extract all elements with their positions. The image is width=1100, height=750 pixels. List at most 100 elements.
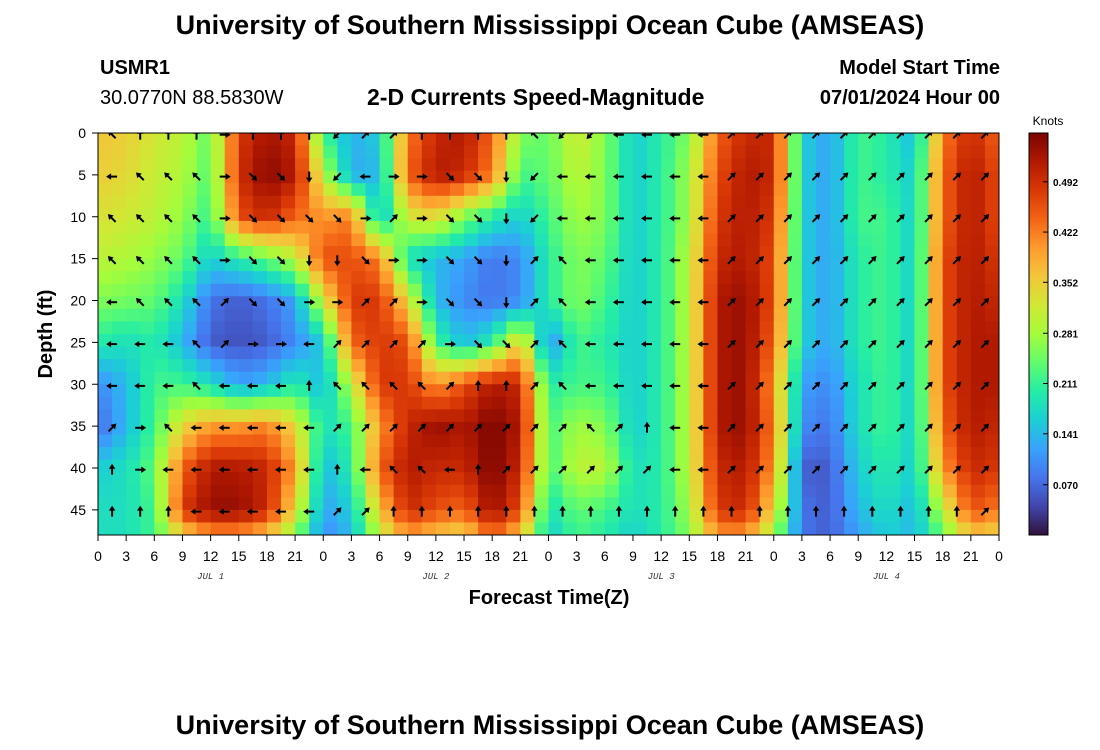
heatmap-cell: [126, 434, 141, 448]
heatmap-cell: [900, 321, 916, 335]
heatmap-cell: [238, 158, 254, 172]
heatmap-cell: [618, 384, 634, 398]
heatmap-cell: [900, 220, 916, 235]
direction-arrow: [641, 299, 652, 306]
heatmap-cell: [984, 384, 999, 398]
heatmap-cell: [464, 409, 479, 423]
heatmap-cell: [872, 384, 887, 398]
heatmap-cell: [773, 308, 789, 323]
heatmap-cell: [858, 233, 873, 247]
heatmap-cell: [98, 497, 113, 511]
heatmap-cell: [281, 220, 296, 235]
heatmap-cell: [281, 283, 296, 297]
heatmap-cell: [309, 371, 324, 385]
heatmap-cell: [478, 183, 493, 197]
heatmap-cell: [661, 371, 676, 385]
heatmap-cell: [295, 158, 310, 172]
heatmap-cell: [745, 421, 761, 436]
heatmap-cell: [196, 434, 212, 448]
heatmap-cell: [914, 233, 930, 247]
heatmap-cell: [182, 271, 198, 285]
heatmap-cell: [914, 195, 930, 209]
heatmap-cell: [182, 484, 198, 498]
heatmap-cell: [506, 321, 521, 335]
direction-arrow: [304, 214, 314, 223]
heatmap-cell: [590, 321, 606, 335]
heatmap-cell: [717, 208, 733, 222]
heatmap-cell: [815, 271, 831, 285]
heatmap-cell: [801, 509, 817, 524]
heatmap-cell: [520, 158, 536, 172]
heatmap-cell: [365, 459, 381, 473]
heatmap-cell: [858, 308, 873, 323]
heatmap-cell: [224, 195, 240, 209]
heatmap-cell: [295, 133, 310, 147]
heatmap-cell: [801, 421, 817, 436]
heatmap-cell: [309, 472, 324, 486]
heatmap-cell: [309, 133, 324, 147]
heatmap-cell: [140, 359, 155, 373]
direction-arrow: [106, 173, 118, 180]
direction-arrow: [755, 381, 764, 391]
heatmap-cell: [576, 233, 592, 247]
direction-arrow: [389, 297, 398, 307]
direction-arrow: [303, 508, 315, 515]
heatmap-cell: [604, 409, 620, 423]
heatmap-cell: [449, 321, 465, 335]
heatmap-cell: [731, 283, 747, 297]
heatmap-cell: [956, 246, 972, 260]
heatmap-cell: [886, 509, 902, 524]
heatmap-cell: [351, 258, 367, 272]
heatmap-cell: [478, 409, 493, 423]
direction-arrow: [333, 133, 342, 139]
heatmap-cell: [900, 145, 916, 159]
heatmap-cell: [506, 346, 521, 360]
heatmap-cell: [956, 258, 972, 272]
direction-arrow: [839, 339, 849, 349]
heatmap-cell: [632, 421, 648, 436]
heatmap-cell: [703, 472, 719, 486]
heatmap-cell: [224, 220, 240, 235]
heatmap-cell: [773, 233, 789, 247]
heatmap-cell: [365, 409, 381, 423]
direction-arrow: [755, 297, 764, 307]
heatmap-cell: [379, 522, 395, 535]
heatmap-cell: [647, 233, 662, 247]
heatmap-cell: [140, 183, 155, 197]
x-tick-label: 18: [484, 548, 500, 564]
heatmap-cell: [182, 133, 198, 147]
heatmap-cell: [295, 447, 310, 461]
heatmap-cell: [661, 296, 676, 310]
heatmap-cell: [266, 522, 282, 535]
heatmap-cell: [393, 434, 409, 448]
heatmap-cell: [759, 334, 775, 348]
direction-arrow: [868, 423, 877, 433]
heatmap-cell: [351, 421, 367, 436]
heatmap-cell: [618, 195, 634, 209]
heatmap-cell: [393, 308, 409, 323]
direction-arrow: [503, 505, 510, 517]
heatmap-cell: [914, 459, 930, 473]
heatmap-cell: [140, 145, 155, 159]
heatmap-cell: [956, 409, 972, 423]
heatmap-cell: [407, 509, 423, 524]
heatmap-cell: [970, 246, 986, 260]
x-tick-label: 12: [653, 548, 669, 564]
heatmap-cell: [731, 346, 747, 360]
direction-arrow: [474, 505, 482, 517]
heatmap-cell: [675, 145, 690, 159]
direction-arrow: [783, 381, 793, 391]
heatmap-cell: [140, 509, 155, 524]
heatmap-cell: [745, 195, 761, 209]
heatmap-cell: [534, 509, 550, 524]
heatmap-cell: [379, 346, 395, 360]
heatmap-cell: [590, 220, 606, 235]
heatmap-cell: [464, 359, 479, 373]
heatmap-cell: [942, 158, 958, 172]
heatmap-cell: [548, 409, 564, 423]
heatmap-cell: [647, 421, 662, 436]
heatmap-cell: [562, 271, 578, 285]
heatmap-cell: [520, 434, 536, 448]
colorbar-tick-label: 0.352: [1053, 278, 1078, 289]
heatmap-cell: [647, 133, 662, 147]
